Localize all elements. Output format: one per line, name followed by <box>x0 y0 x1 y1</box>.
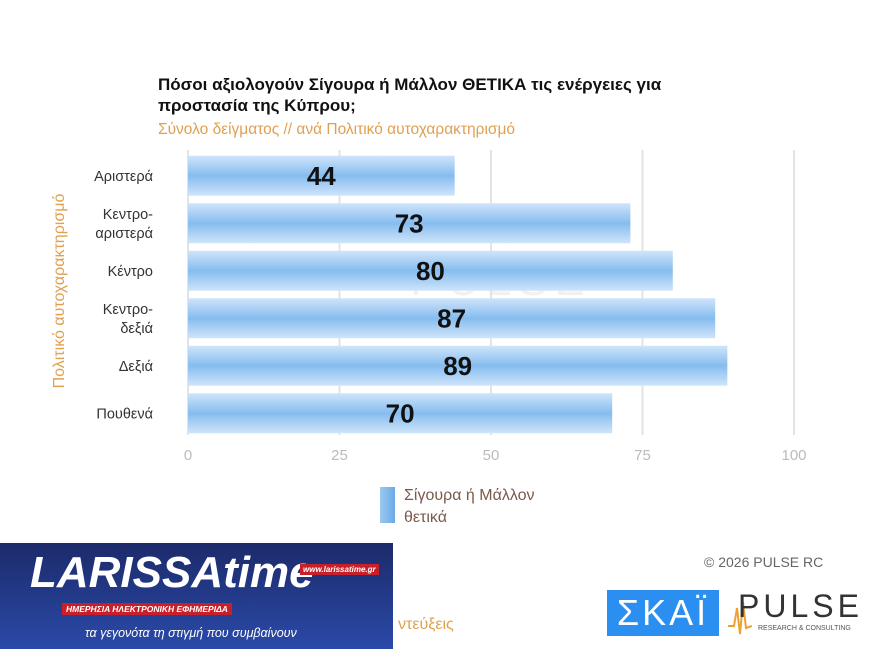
y-tick-label: Κεντρο- <box>103 302 153 318</box>
y-tick-label: αριστερά <box>95 226 153 242</box>
larissatime-url: www.larissatime.gr <box>300 564 379 575</box>
legend-label: Σίγουρα ή Μάλλον θετικά <box>404 487 535 526</box>
bar <box>188 250 673 291</box>
x-tick-label: 0 <box>184 447 192 464</box>
x-tick-label: 50 <box>483 447 500 464</box>
data-label: 73 <box>395 208 424 238</box>
skai-logo: ΣΚΑΪ <box>607 590 719 636</box>
chart-subtitle: Σύνολο δείγματος // ανά Πολιτικό αυτοχαρ… <box>158 121 516 138</box>
chart-title: Πόσοι αξιολογούν Σίγουρα ή Μάλλον ΘΕΤΙΚΑ… <box>158 75 662 115</box>
bar <box>188 203 631 244</box>
copyright: © 2026 PULSE RC <box>704 554 824 570</box>
data-label: 44 <box>307 161 336 191</box>
data-label: 70 <box>386 398 415 428</box>
data-label: 89 <box>443 351 472 381</box>
bar <box>188 155 455 196</box>
x-tick-label: 100 <box>781 447 806 464</box>
pulse-wave-icon <box>728 601 752 635</box>
larissatime-logo: LARISSAtime <box>30 548 314 597</box>
y-tick-label: Δεξιά <box>119 359 153 375</box>
x-tick-label: 75 <box>634 447 651 464</box>
y-tick-label: Κέντρο <box>108 264 153 280</box>
bar <box>188 393 613 434</box>
y-tick-label: δεξιά <box>120 321 153 337</box>
pulse-logo: PULSE <box>738 588 863 624</box>
larissatime-banner[interactable] <box>0 543 393 649</box>
data-label: 87 <box>437 303 466 333</box>
bar <box>188 298 716 339</box>
y-tick-label: Αριστερά <box>94 169 153 185</box>
bar <box>188 345 728 386</box>
larissatime-subtitle: ΗΜΕΡΗΣΙΑ ΗΛΕΚΤΡΟΝΙΚΗ ΕΦΗΜΕΡΙΔΑ <box>62 603 232 615</box>
data-label: 80 <box>416 256 445 286</box>
x-tick-label: 25 <box>331 447 348 464</box>
legend-swatch <box>380 487 395 523</box>
y-tick-label: Πουθενά <box>96 406 153 422</box>
larissatime-tagline: τα γεγονότα τη στιγμή που συμβαίνουν <box>85 626 297 640</box>
partial-text: ντεύξεις <box>398 616 454 633</box>
y-tick-label: Κεντρο- <box>103 207 153 223</box>
pulse-logo-sub: RESEARCH & CONSULTING <box>758 625 851 632</box>
